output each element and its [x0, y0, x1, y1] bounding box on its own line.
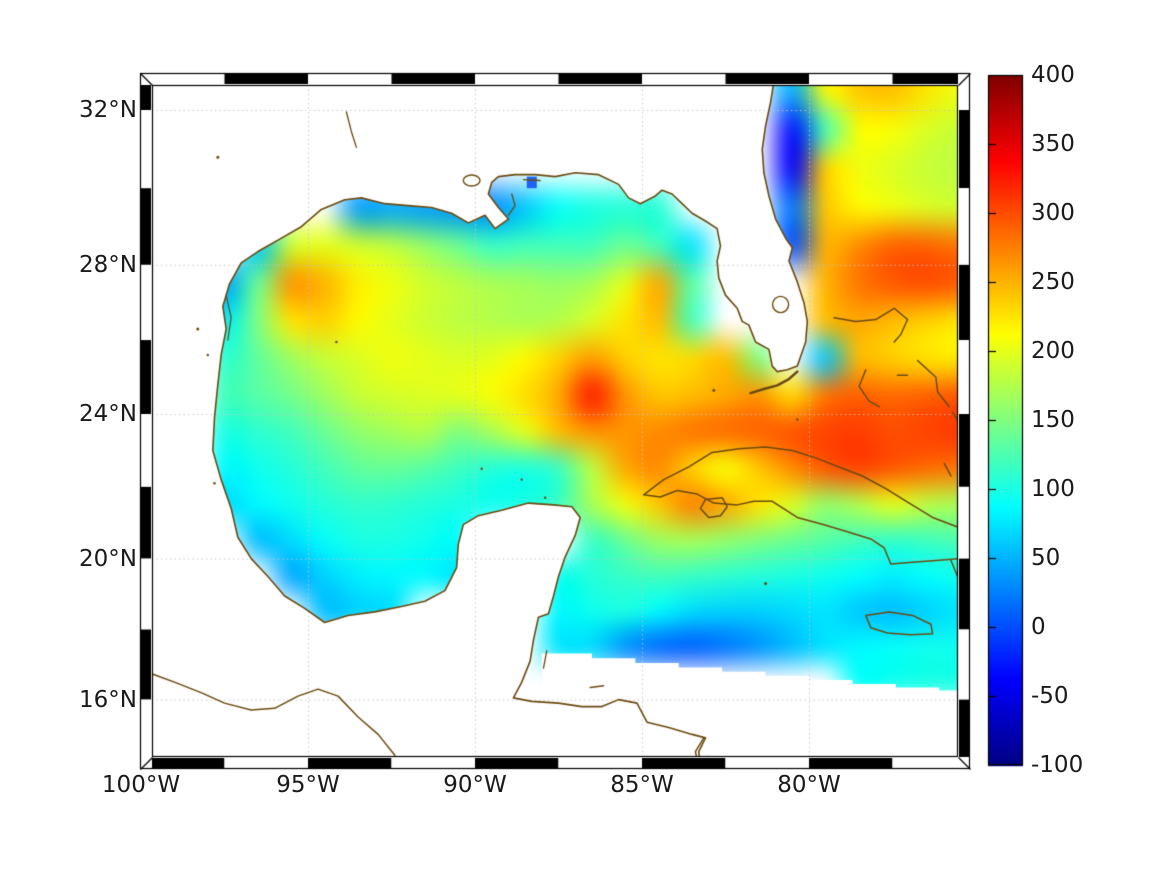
map-canvas: [0, 0, 1167, 875]
figure: 32°N 28°N 24°N 20°N 16°N 100°W 95°W 90°W 85°W 80°…: [0, 0, 1167, 875]
